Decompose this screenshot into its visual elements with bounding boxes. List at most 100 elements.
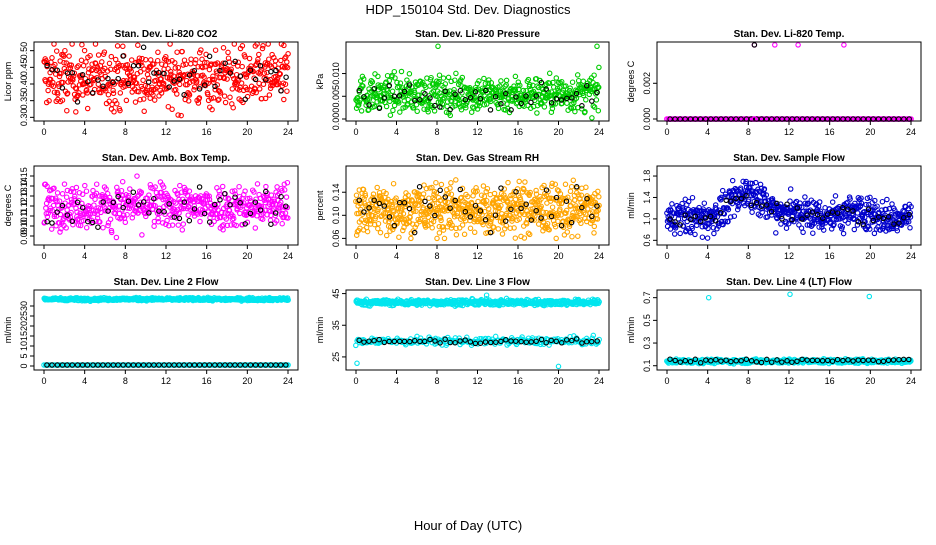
data-point bbox=[437, 231, 441, 235]
data-point bbox=[570, 80, 574, 84]
data-point bbox=[468, 226, 472, 230]
data-point bbox=[441, 76, 445, 80]
x-tick-label: 0 bbox=[353, 127, 358, 137]
y-axis-label: degrees C bbox=[3, 184, 13, 226]
x-tick-label: 20 bbox=[242, 376, 252, 386]
data-point bbox=[280, 222, 284, 226]
data-point bbox=[489, 81, 493, 85]
data-point bbox=[417, 185, 421, 189]
y-tick-label: 0.35 bbox=[19, 92, 29, 110]
x-tick-label: 0 bbox=[41, 376, 46, 386]
data-point bbox=[376, 74, 380, 78]
data-point bbox=[590, 116, 594, 120]
data-point bbox=[253, 226, 257, 230]
y-tick-label: 0.06 bbox=[331, 230, 341, 248]
data-point bbox=[460, 223, 464, 227]
y-axis-label: ml/min bbox=[626, 192, 636, 219]
data-point bbox=[554, 76, 558, 80]
data-point bbox=[130, 58, 134, 62]
data-point bbox=[237, 185, 241, 189]
data-point bbox=[548, 71, 552, 75]
data-point bbox=[700, 235, 704, 239]
data-point bbox=[136, 43, 140, 47]
data-point bbox=[264, 184, 268, 188]
data-point bbox=[65, 109, 69, 113]
data-point bbox=[197, 185, 201, 189]
data-point bbox=[595, 44, 599, 48]
data-point bbox=[286, 52, 290, 56]
x-tick-label: 24 bbox=[594, 127, 604, 137]
x-tick-label: 8 bbox=[123, 376, 128, 386]
data-point bbox=[133, 100, 137, 104]
data-point bbox=[152, 224, 156, 228]
data-point bbox=[908, 226, 912, 230]
data-point bbox=[690, 196, 694, 200]
data-point bbox=[449, 181, 453, 185]
data-point bbox=[590, 99, 594, 103]
y-tick-label: 0.002 bbox=[642, 72, 652, 95]
x-tick-label: 16 bbox=[513, 251, 523, 261]
data-point bbox=[880, 200, 884, 204]
data-point bbox=[269, 193, 273, 197]
data-point bbox=[384, 104, 388, 108]
data-point bbox=[554, 236, 558, 240]
data-point bbox=[731, 178, 735, 182]
x-tick-label: 4 bbox=[82, 127, 87, 137]
data-point bbox=[500, 232, 504, 236]
data-point bbox=[841, 231, 845, 235]
data-point bbox=[415, 109, 419, 113]
data-point bbox=[779, 222, 783, 226]
data-point bbox=[257, 52, 261, 56]
data-point bbox=[118, 91, 122, 95]
data-point bbox=[580, 104, 584, 108]
data-point bbox=[359, 109, 363, 113]
data-point bbox=[855, 211, 859, 215]
data-point bbox=[96, 225, 100, 229]
y-tick-label: 1.0 bbox=[642, 213, 652, 226]
data-point bbox=[170, 107, 174, 111]
data-point bbox=[890, 202, 894, 206]
data-point bbox=[178, 82, 182, 86]
data-point bbox=[678, 231, 682, 235]
x-tick-label: 24 bbox=[283, 251, 293, 261]
x-tick-label: 4 bbox=[394, 251, 399, 261]
data-point bbox=[375, 185, 379, 189]
y-tick-label: 0.40 bbox=[19, 75, 29, 93]
data-point bbox=[496, 227, 500, 231]
data-point bbox=[141, 78, 145, 82]
y-axis: 0.300.350.400.450.50 bbox=[19, 42, 34, 126]
data-point bbox=[680, 201, 684, 205]
data-points bbox=[354, 293, 602, 369]
data-point bbox=[189, 57, 193, 61]
data-point bbox=[140, 233, 144, 237]
data-point bbox=[228, 95, 232, 99]
data-point bbox=[267, 57, 271, 61]
data-point bbox=[114, 235, 118, 239]
data-point bbox=[74, 185, 78, 189]
panel-title: Stan. Dev. Amb. Box Temp. bbox=[102, 153, 230, 164]
data-points bbox=[42, 295, 291, 367]
data-point bbox=[563, 182, 567, 186]
panel-title: Stan. Dev. Li-820 CO2 bbox=[115, 29, 218, 40]
data-point bbox=[397, 235, 401, 239]
data-point bbox=[60, 192, 64, 196]
data-point bbox=[454, 71, 458, 75]
y-axis-label: kPa bbox=[315, 74, 325, 90]
y-tick-label: 0.6 bbox=[642, 234, 652, 247]
data-point bbox=[367, 103, 371, 107]
y-tick-label: 10 bbox=[19, 341, 29, 351]
data-point bbox=[592, 224, 596, 228]
data-point bbox=[221, 184, 225, 188]
data-point bbox=[282, 97, 286, 101]
data-point bbox=[175, 50, 179, 54]
data-point bbox=[50, 56, 54, 60]
data-point bbox=[885, 197, 889, 201]
data-point bbox=[83, 183, 87, 187]
